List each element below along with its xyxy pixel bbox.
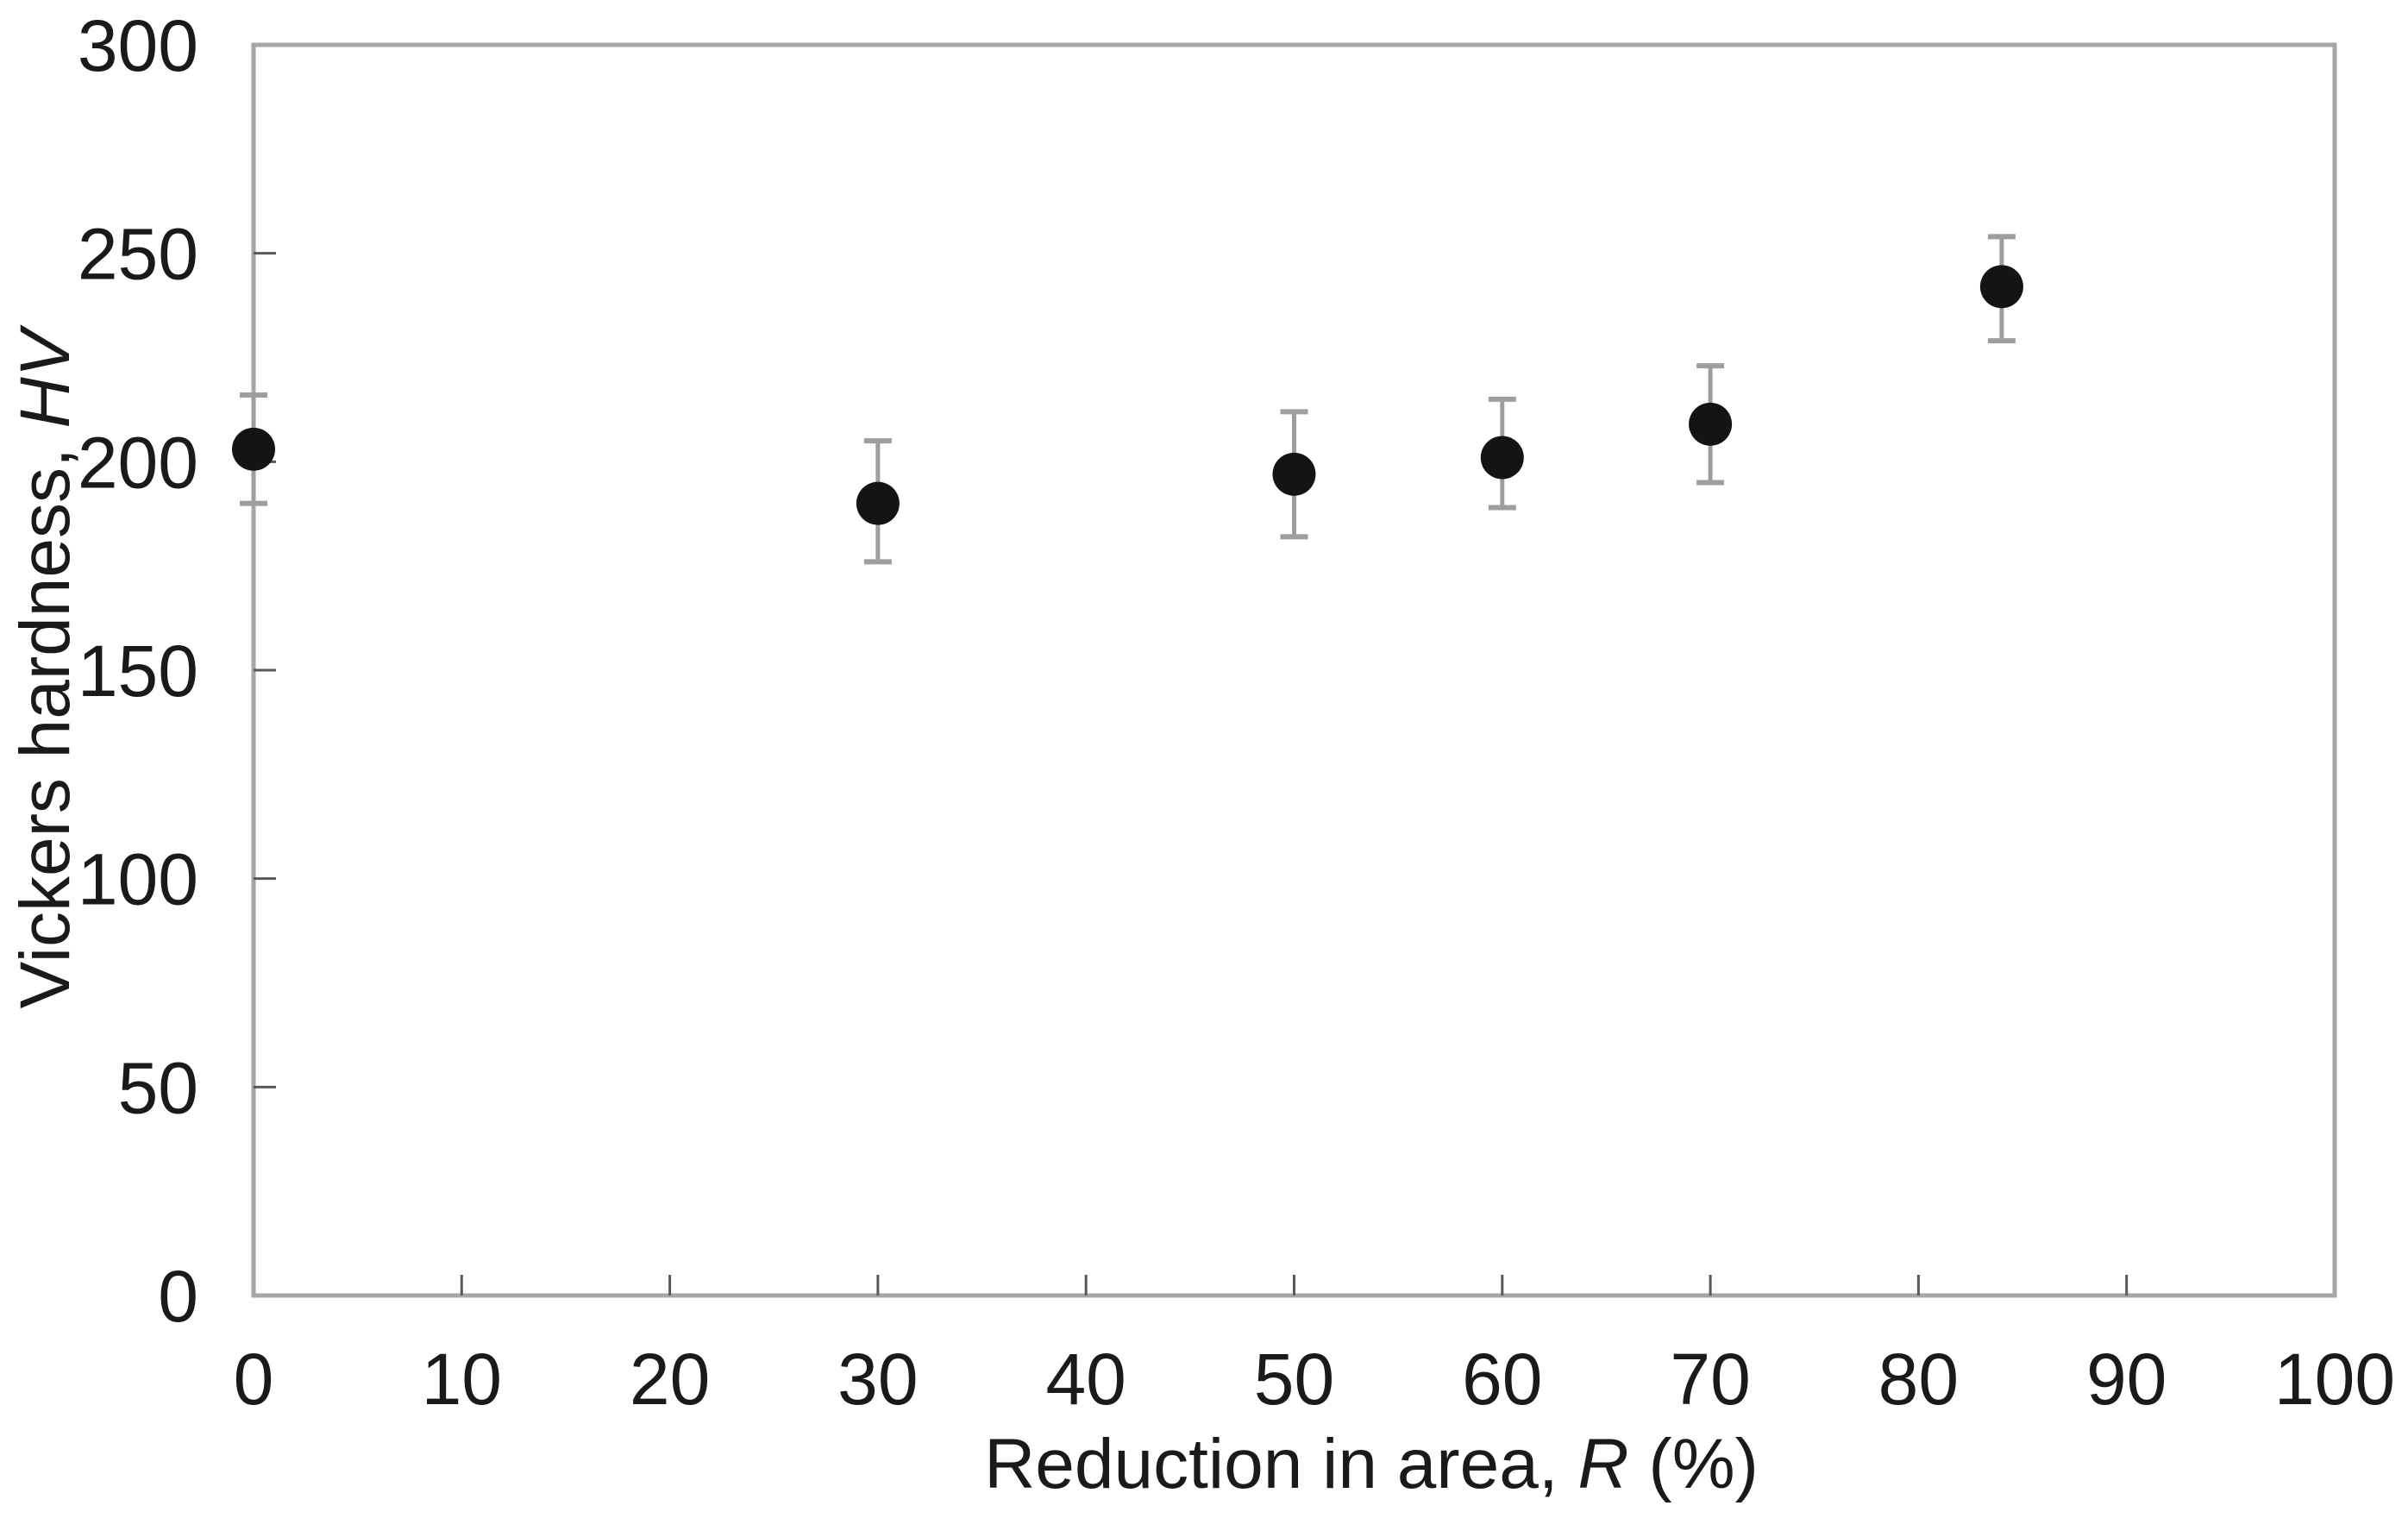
x-tick-label: 0: [234, 1339, 274, 1420]
error-bars: [240, 234, 2016, 565]
x-tick-label: 20: [630, 1339, 710, 1420]
data-point: [1272, 452, 1316, 496]
x-axis-title: Reduction in area, R (%): [984, 1425, 1759, 1503]
data-point: [1480, 436, 1524, 480]
data-point: [232, 427, 275, 471]
y-tick-label: 100: [78, 839, 198, 920]
data-points: [232, 265, 2023, 525]
x-tick-label: 10: [422, 1339, 502, 1420]
data-point: [1689, 402, 1733, 446]
y-axis-title: Vickers hardness, HV: [6, 323, 85, 1008]
x-tick-label: 50: [1254, 1339, 1334, 1420]
y-tick-label: 250: [78, 214, 198, 295]
y-axis-tick-labels: 0 50 100 150 200 250 300: [78, 5, 198, 1337]
x-tick-label: 40: [1045, 1339, 1126, 1420]
x-axis-title-text: Reduction in area,: [984, 1425, 1577, 1503]
y-axis-title-symbol: HV: [6, 323, 85, 428]
x-axis-title-symbol: R: [1577, 1425, 1628, 1503]
y-tick-label: 0: [158, 1256, 198, 1337]
x-tick-label: 30: [837, 1339, 918, 1420]
x-tick-label: 70: [1670, 1339, 1750, 1420]
y-tick-label: 150: [78, 630, 198, 712]
x-tick-label: 80: [1878, 1339, 1959, 1420]
x-axis-title-units: (%): [1629, 1425, 1759, 1503]
y-tick-label: 50: [118, 1047, 198, 1128]
y-tick-label: 300: [78, 5, 198, 86]
tick-marks: [254, 252, 2129, 1295]
x-tick-label: 100: [2274, 1339, 2395, 1420]
data-point: [1979, 265, 2023, 309]
x-tick-label: 60: [1462, 1339, 1542, 1420]
data-point: [856, 481, 900, 525]
x-axis-tick-labels: 0 10 20 30 40 50 60 70 80 90 100: [234, 1339, 2395, 1420]
x-tick-label: 90: [2086, 1339, 2167, 1420]
y-axis-title-text: Vickers hardness,: [6, 428, 85, 1008]
plot-frame: [251, 42, 2337, 1298]
y-tick-label: 200: [78, 422, 198, 503]
